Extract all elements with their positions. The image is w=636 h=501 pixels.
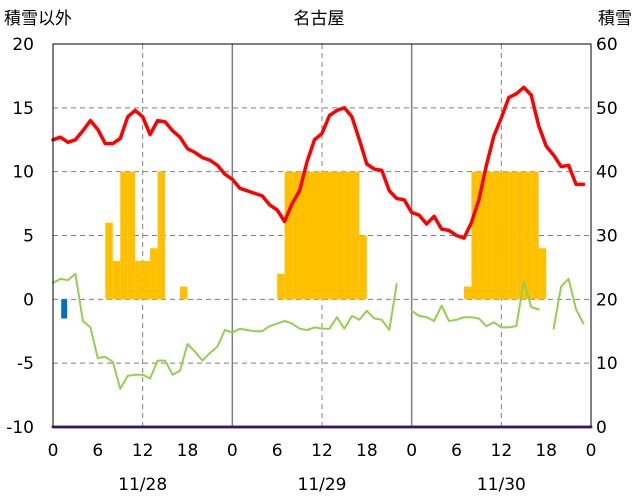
sunshine-bar [538, 248, 547, 300]
y-left-tick-label: 20 [12, 35, 34, 55]
sunshine-bar [105, 222, 113, 300]
y-left-tick-label: 5 [23, 227, 34, 247]
sunshine-bar [135, 261, 143, 300]
sunshine-bar [284, 171, 293, 300]
y-right-tick-label: 50 [596, 99, 618, 119]
x-tick-label: 18 [356, 441, 378, 461]
sunshine-bar [299, 171, 308, 300]
x-tick-label: 18 [177, 441, 199, 461]
x-day-label: 11/29 [298, 475, 347, 495]
y-right-tick-label: 20 [596, 290, 618, 310]
y-left-tick-label: -10 [6, 418, 34, 438]
sunshine-bar [314, 171, 322, 300]
x-day-label: 11/30 [477, 475, 526, 495]
sunshine-bar [478, 171, 487, 300]
sunshine-bar [150, 248, 158, 300]
chart-title: 名古屋 [294, 9, 345, 29]
y-left-tick-label: -5 [17, 354, 34, 374]
sunshine-bar [501, 171, 509, 300]
y-left-tick-label: 0 [23, 290, 34, 310]
x-tick-label: 0 [227, 441, 238, 461]
y-right-tick-label: 0 [596, 418, 607, 438]
y-right-tick-label: 60 [596, 35, 618, 55]
x-tick-label: 6 [451, 441, 462, 461]
x-day-label: 11/28 [118, 475, 167, 495]
x-tick-label: 6 [272, 441, 283, 461]
x-tick-label: 0 [586, 441, 597, 461]
y-right-tick-label: 10 [596, 354, 618, 374]
sunshine-bar [127, 171, 136, 300]
sunshine-bar [336, 171, 345, 300]
y-left-tick-label: 15 [12, 99, 34, 119]
sunshine-bar [359, 235, 367, 300]
wind-line [52, 272, 398, 390]
y-left-label: 積雪以外 [4, 9, 72, 29]
sunshine-bar [112, 261, 121, 300]
sunshine-bar [523, 171, 532, 300]
sunshine-bar [471, 171, 479, 300]
wind-line [410, 280, 540, 329]
x-tick-label: 0 [48, 441, 59, 461]
sunshine-bar [531, 171, 539, 300]
sunshine-bar [508, 171, 517, 300]
x-tick-label: 0 [406, 441, 417, 461]
x-tick-label: 18 [535, 441, 557, 461]
plot-border [52, 43, 592, 428]
sunshine-bar [463, 286, 472, 300]
sunshine-bar [157, 171, 166, 300]
x-tick-label: 6 [92, 441, 103, 461]
x-tick-label: 12 [132, 441, 154, 461]
sunshine-bar [322, 171, 330, 300]
y-right-label: 積雪 [598, 9, 632, 29]
sunshine-bar [277, 273, 285, 300]
sunshine-bar [307, 171, 315, 300]
precipitation-bar [61, 299, 68, 319]
sunshine-bar [493, 171, 502, 300]
x-tick-label: 12 [311, 441, 333, 461]
sunshine-bar [516, 171, 524, 300]
sunshine-bar [344, 171, 352, 300]
y-left-tick-label: 10 [12, 163, 34, 183]
sunshine-bar [120, 171, 128, 300]
sunshine-bar [292, 171, 300, 300]
sunshine-bar [351, 171, 360, 300]
y-right-tick-label: 30 [596, 227, 618, 247]
sunshine-bar [142, 261, 151, 300]
sunshine-bar [180, 286, 188, 300]
sunshine-bar [329, 171, 337, 300]
temperature-line [51, 85, 586, 240]
bar-series [61, 171, 547, 319]
sunshine-bar [486, 171, 494, 300]
wind-line [552, 277, 585, 330]
y-right-tick-label: 40 [596, 163, 618, 183]
x-tick-label: 12 [491, 441, 513, 461]
